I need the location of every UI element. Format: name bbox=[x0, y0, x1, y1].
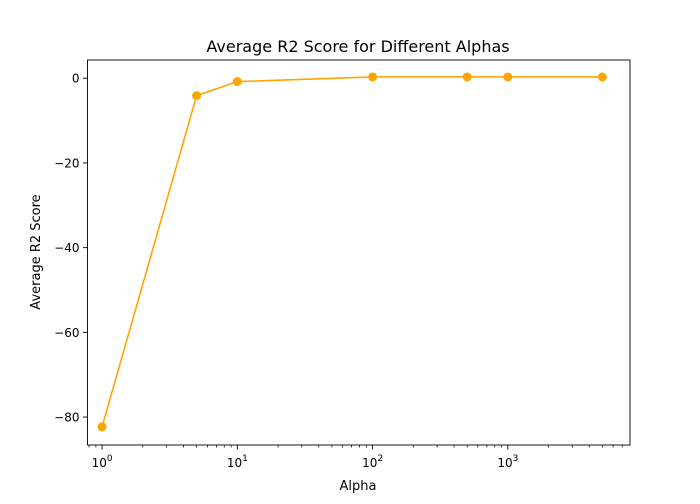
x-tick-label: 103 bbox=[497, 454, 518, 470]
x-axis-label: Alpha bbox=[340, 479, 377, 494]
axes-layer: 100 101 102 103 0 −20 −40 −60 −80 bbox=[54, 59, 631, 470]
data-layer bbox=[97, 72, 607, 432]
y-tick-label: −80 bbox=[54, 411, 79, 425]
data-point bbox=[503, 72, 513, 82]
data-point bbox=[368, 72, 378, 82]
y-tick-label: 0 bbox=[72, 72, 80, 86]
x-tick-label: 100 bbox=[92, 454, 113, 470]
chart-title: Average R2 Score for Different Alphas bbox=[206, 37, 509, 56]
data-point bbox=[232, 77, 242, 87]
plot-frame bbox=[87, 59, 631, 446]
y-tick-label: −40 bbox=[54, 241, 79, 255]
y-tick-label: −60 bbox=[54, 326, 79, 340]
data-point bbox=[597, 72, 607, 82]
data-point bbox=[462, 72, 472, 82]
y-tick-label: −20 bbox=[54, 156, 79, 170]
x-tick-label: 102 bbox=[362, 454, 383, 470]
x-tick-label: 101 bbox=[227, 454, 248, 470]
y-axis-label: Average R2 Score bbox=[29, 194, 44, 309]
data-point bbox=[97, 422, 107, 432]
data-point bbox=[192, 91, 202, 101]
